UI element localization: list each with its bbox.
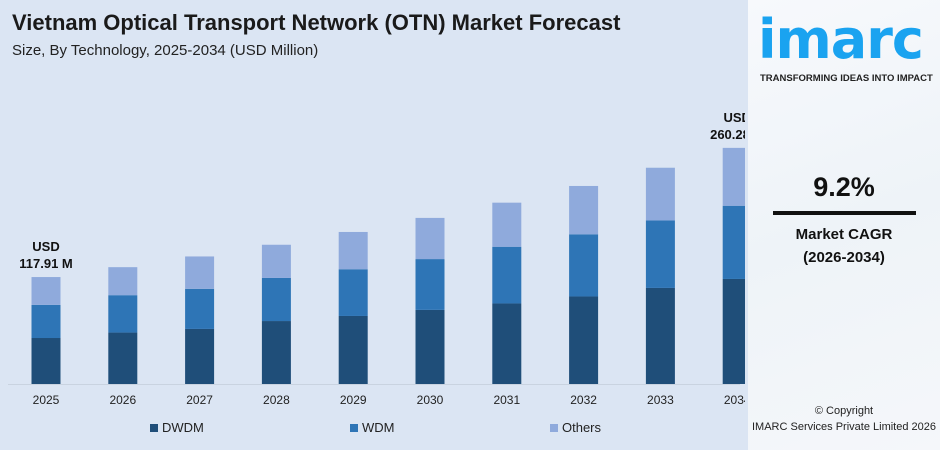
bar-wdm-2031 [492,246,522,304]
bar-wdm-2033 [645,220,675,288]
bar-wdm-2029 [338,269,368,316]
bar-others-2031 [492,202,522,247]
bar-others-2032 [569,185,599,235]
bar-dwdm-2029 [338,315,368,384]
x-tick-2030: 2030 [417,393,444,407]
legend-swatch [550,423,558,432]
copyright-owner: IMARC Services Private Limited 2026 [751,421,936,433]
x-tick-2032: 2032 [570,393,597,407]
bar-others-2033 [645,167,675,221]
tagline: TRANSFORMING IDEAS INTO IMPACT [760,73,933,84]
bar-dwdm-2030 [415,309,445,384]
legend: DWDM WDM Others [150,420,750,435]
x-tick-2025: 2025 [33,393,60,407]
cagr-value: 9.2% [813,172,875,202]
bar-dwdm-2031 [492,303,522,384]
bar-wdm-2030 [415,259,445,310]
bar-wdm-2028 [261,277,291,322]
bar-wdm-2025 [31,304,61,339]
legend-label: WDM [362,420,395,435]
legend-label: Others [562,420,602,435]
bar-others-2034 [722,147,745,206]
annotation-usd: USD [723,110,745,125]
bar-others-2027 [185,256,215,289]
bar-dwdm-2028 [261,321,291,384]
chart-title: Vietnam Optical Transport Network (OTN) … [12,10,621,35]
stacked-bar-chart: 2025 USD 117.91 M 2026 2027 2028 2029 2030 2031 2… [8,110,745,407]
cagr-period: (2026-2034) [803,249,885,266]
bar-dwdm-2032 [569,296,599,384]
bar-dwdm-2033 [645,287,675,384]
bar-wdm-2027 [185,288,215,329]
x-tick-2033: 2033 [647,393,674,407]
legend-item-dwdm: DWDM [150,420,350,435]
x-tick-2029: 2029 [340,393,367,407]
bar-dwdm-2025 [31,338,61,384]
side-panel: imarc TRANSFORMING IDEAS INTO IMPACT 9.2… [748,0,940,450]
bar-wdm-2032 [569,234,599,297]
legend-swatch [350,423,358,432]
bar-others-2026 [108,267,138,296]
bar-others-2025 [31,277,61,305]
annotation-value: 117.91 M [19,256,73,271]
legend-item-wdm: WDM [350,420,550,435]
x-tick-2034: 2034 [724,393,745,407]
bar-others-2029 [338,231,368,270]
chart-subtitle: Size, By Technology, 2025-2034 (USD Mill… [12,42,319,59]
bar-dwdm-2027 [185,328,215,384]
annotation-value: 260.28 M [710,127,745,142]
legend-swatch [150,423,158,432]
bar-others-2028 [261,244,291,278]
imarc-logo: imarc [758,8,924,71]
bar-others-2030 [415,217,445,260]
annotation-usd: USD [32,239,59,254]
legend-label: DWDM [162,420,204,435]
bar-wdm-2034 [722,205,745,279]
legend-item-others: Others [550,420,750,435]
x-tick-2027: 2027 [186,393,213,407]
x-tick-2026: 2026 [109,393,136,407]
cagr-label: Market CAGR [795,226,893,243]
bar-wdm-2026 [108,295,138,333]
x-tick-2031: 2031 [493,393,520,407]
bar-dwdm-2026 [108,332,138,384]
bar-dwdm-2034 [722,278,745,384]
divider [773,211,916,215]
x-tick-2028: 2028 [263,393,290,407]
copyright: © Copyright [814,405,874,417]
